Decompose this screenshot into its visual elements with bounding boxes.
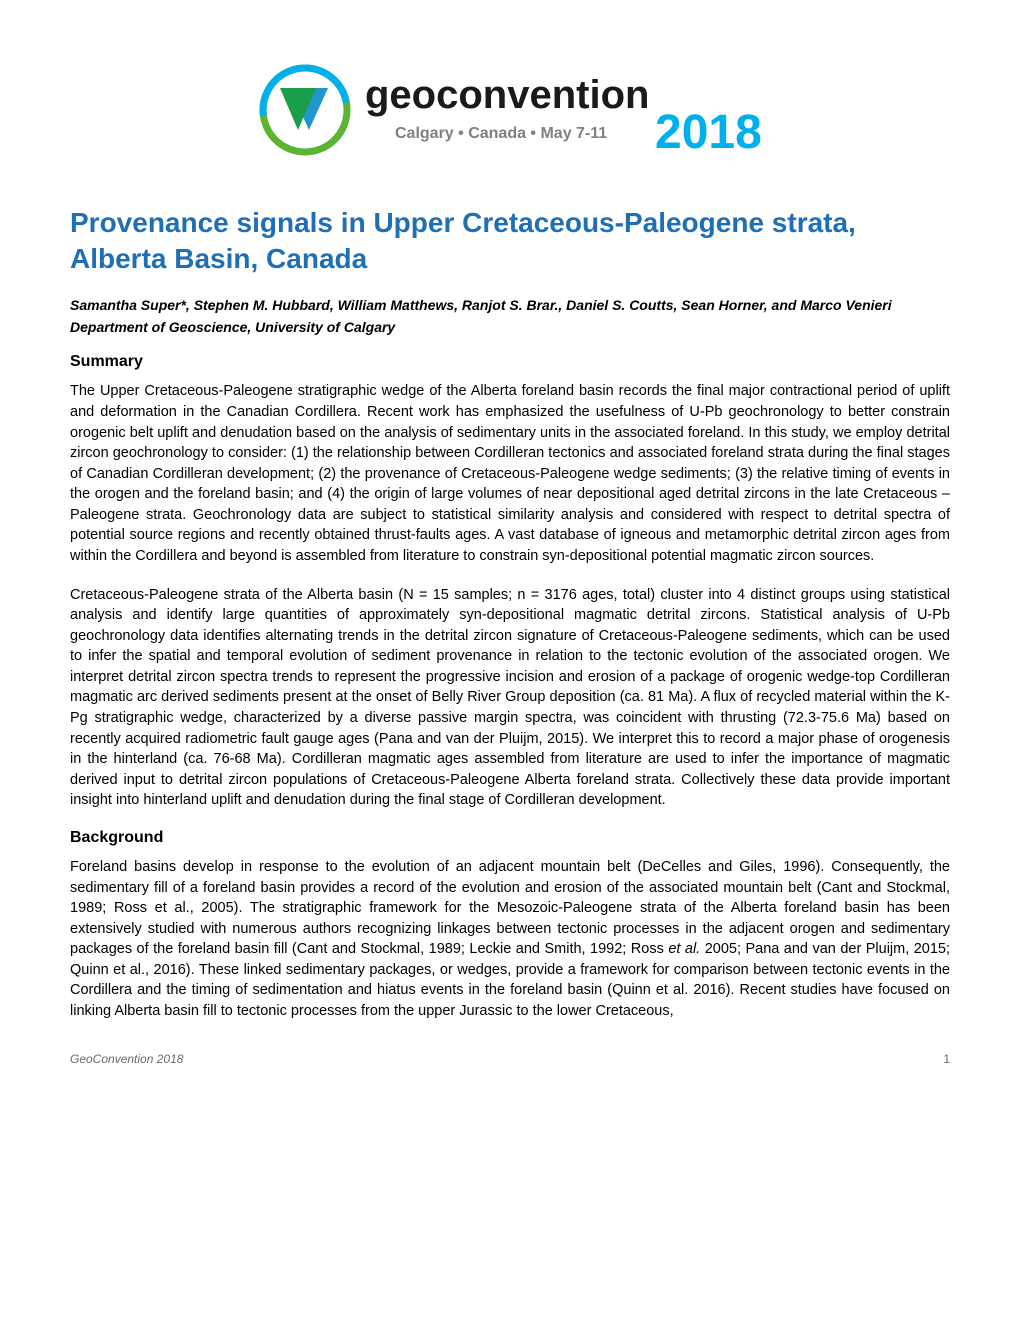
summary-paragraph-2: Cretaceous-Paleogene strata of the Alber…	[70, 585, 950, 811]
svg-text:Calgary • Canada • May 7-11: Calgary • Canada • May 7-11	[395, 125, 607, 142]
svg-text:2018: 2018	[655, 106, 762, 159]
summary-paragraph-1: The Upper Cretaceous-Paleogene stratigra…	[70, 381, 950, 566]
affiliation: Department of Geoscience, University of …	[70, 319, 950, 335]
footer-conference: GeoConvention 2018	[70, 1052, 183, 1066]
svg-text:geoconvention: geoconvention	[365, 73, 649, 117]
footer-page-number: 1	[943, 1052, 950, 1066]
bg-text-italic: et al.	[668, 941, 700, 957]
author-list: Samantha Super*, Stephen M. Hubbard, Wil…	[70, 296, 950, 316]
background-heading: Background	[70, 829, 950, 847]
background-paragraph-1: Foreland basins develop in response to t…	[70, 857, 950, 1022]
paper-title: Provenance signals in Upper Cretaceous-P…	[70, 205, 950, 278]
summary-heading: Summary	[70, 353, 950, 371]
logo-header: geoconvention Calgary • Canada • May 7-1…	[70, 60, 950, 175]
page-footer: GeoConvention 2018 1	[70, 1052, 950, 1066]
geoconvention-logo: geoconvention Calgary • Canada • May 7-1…	[250, 60, 770, 170]
